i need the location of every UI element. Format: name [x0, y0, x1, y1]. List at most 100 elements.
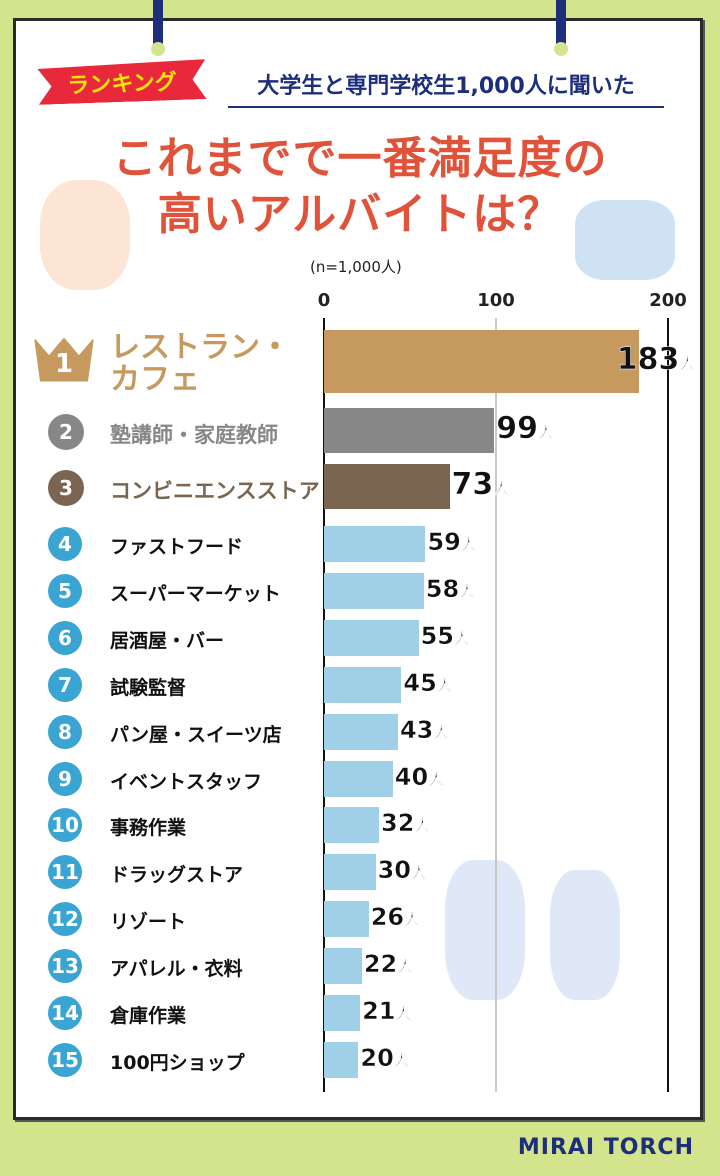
driver-illustration [575, 200, 675, 280]
unit: 人 [454, 628, 471, 649]
bar [324, 760, 393, 797]
unit: 人 [404, 910, 421, 930]
bar [324, 572, 424, 609]
value: 26 [370, 903, 405, 932]
category-label: 居酒屋・バー [110, 629, 225, 652]
rank-badge: 15 [48, 1042, 82, 1077]
unit: 人 [393, 1050, 411, 1071]
unit: 人 [397, 957, 414, 977]
value: 55 [420, 621, 454, 651]
category-label: コンビニエンスストア [110, 478, 320, 503]
value-label: 20人 [360, 1043, 411, 1073]
category-label: 倉庫作業 [110, 1005, 187, 1027]
subtitle: 大学生と専門学校生1,000人に聞いた [228, 68, 664, 108]
strap-left [153, 0, 163, 45]
rank-badge: 3 [48, 469, 84, 506]
bar [324, 526, 426, 562]
rank-badge: 7 [48, 667, 82, 702]
unit: 人 [459, 581, 476, 602]
rank-badge: 13 [48, 949, 82, 984]
rank-badge: 4 [48, 527, 82, 561]
bar [324, 901, 369, 938]
category-label: イベントスタッフ [110, 770, 263, 793]
bar [324, 995, 361, 1031]
category-label: レストラン・カフェ [110, 330, 290, 397]
bar [324, 807, 380, 844]
x-tick-label: 0 [317, 290, 331, 311]
bar [324, 408, 495, 453]
value-label: 21人 [362, 997, 412, 1026]
category-label: アパレル・衣料 [110, 958, 243, 981]
x-tick-label: 100 [477, 290, 515, 311]
value-label: 55人 [420, 621, 471, 651]
value: 21 [362, 997, 396, 1026]
unit: 人 [493, 478, 510, 498]
unit: 人 [436, 675, 454, 695]
unit: 人 [395, 1004, 412, 1024]
category-label: 試験監督 [110, 676, 187, 699]
value-label: 32人 [381, 809, 431, 838]
x-tick-label: 200 [649, 290, 687, 311]
gridline [495, 318, 497, 1092]
sample-size: (n=1,000人) [310, 258, 402, 276]
unit: 人 [538, 422, 555, 442]
bar [324, 464, 450, 509]
rank-badge: 6 [48, 620, 82, 655]
value-label: 183人 [616, 341, 696, 377]
unit: 人 [428, 769, 445, 789]
value-label: 59人 [427, 528, 478, 557]
bar [324, 713, 398, 750]
value: 30 [377, 856, 411, 885]
category-label: スーパーマーケット [110, 582, 281, 605]
student-boy-illustration [445, 860, 525, 1000]
value-label: 22人 [363, 950, 414, 979]
axis-line [323, 318, 325, 1092]
value: 43 [399, 715, 434, 744]
rank-badge: 14 [48, 996, 82, 1030]
category-label: ファストフード [110, 536, 244, 558]
category-label: 塾講師・家庭教師 [110, 422, 278, 447]
value-label: 43人 [399, 715, 450, 744]
category-label: リゾート [110, 911, 187, 934]
rank-badge: 11 [48, 855, 82, 890]
value: 73 [451, 466, 494, 502]
value-label: 73人 [451, 466, 510, 502]
category-label: ドラッグストア [110, 864, 244, 887]
unit: 人 [411, 863, 428, 883]
rank-badge: 9 [48, 761, 82, 796]
bar [324, 1041, 359, 1078]
category-label: 100円ショップ [110, 1051, 245, 1074]
bar [324, 619, 419, 656]
value: 32 [381, 809, 415, 838]
title-line1: これまでで一番満足度の [112, 133, 608, 184]
mirai-torch-logo: MIRAI TORCH [517, 1135, 694, 1160]
unit: 人 [433, 722, 450, 742]
category-label: 事務作業 [110, 817, 187, 840]
value: 183 [616, 341, 680, 377]
axis-line [667, 318, 669, 1092]
ring-left [151, 42, 165, 56]
value-label: 26人 [370, 903, 421, 932]
ring-right [554, 42, 568, 56]
bar [324, 854, 376, 891]
value-label: 40人 [395, 762, 445, 791]
rank-badge: 12 [48, 902, 82, 937]
value: 20 [360, 1043, 394, 1073]
rank-badge: 8 [48, 714, 82, 749]
value: 59 [427, 528, 461, 557]
chef-illustration [40, 180, 130, 290]
student-girl-illustration [550, 870, 620, 1000]
strap-right [556, 0, 566, 45]
bar [324, 948, 362, 985]
rank-badge: 10 [48, 808, 82, 843]
bar [324, 666, 402, 703]
unit: 人 [460, 535, 478, 555]
rank-badge: 2 [48, 413, 84, 450]
title-line2: 高いアルバイトは？ [157, 189, 563, 240]
unit: 人 [679, 353, 696, 373]
value: 22 [363, 950, 398, 979]
category-label: パン屋・スイーツ店 [110, 723, 282, 746]
value-label: 58人 [425, 575, 476, 604]
rank-badge: 5 [48, 573, 82, 608]
value: 99 [496, 410, 539, 446]
